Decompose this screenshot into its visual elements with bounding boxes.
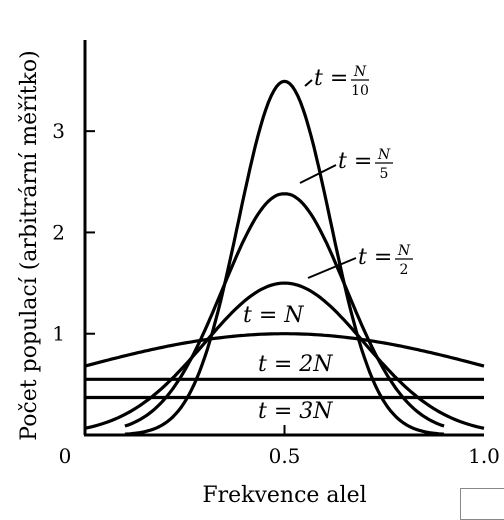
label-n-5-numerator: N [377,147,391,163]
label-n-10-numerator: N [353,64,367,80]
label-n-5-text: t = [338,149,372,174]
label-n-2-denominator: 2 [400,262,409,278]
label-n-10: t = N 10 [314,64,369,99]
x-tick-label: 1.0 [468,444,500,468]
curve-1 [124,192,445,428]
label-2n: t = 2N [258,352,333,377]
x-axis-title: Frekvence alel [202,483,366,508]
curve-0 [124,79,445,436]
y-tick-label: 3 [52,119,65,143]
y-tick-label: 1 [52,322,65,346]
label-3n: t = 3N [258,399,333,424]
label-n-10-denominator: 10 [351,83,369,99]
label-n-2-numerator: N [397,243,411,259]
label-n-2-text: t = [358,245,392,270]
label-n-5-denominator: 5 [380,166,389,182]
corner-box [460,488,504,520]
y-ticks: 1 2 3 [52,119,95,346]
label-n-10-text: t = [314,66,348,91]
leader-line [307,257,357,279]
label-n-2: t = N 2 [358,243,413,278]
x-tick-label: 0 [59,444,72,468]
leader-line [299,164,337,184]
y-axis-title: Počet populací (arbitrární měřítko) [17,50,42,440]
curves [84,79,485,436]
leader-line [304,79,313,87]
x-tick-label: 0.5 [269,444,301,468]
label-n-5: t = N 5 [338,147,393,182]
label-n: t = N [243,303,304,328]
axes: 1 2 3 0 0.5 1.0 [52,40,500,468]
curve-3 [84,332,485,368]
y-tick-label: 2 [52,220,65,244]
x-ticks: 0 0.5 1.0 [59,425,500,468]
